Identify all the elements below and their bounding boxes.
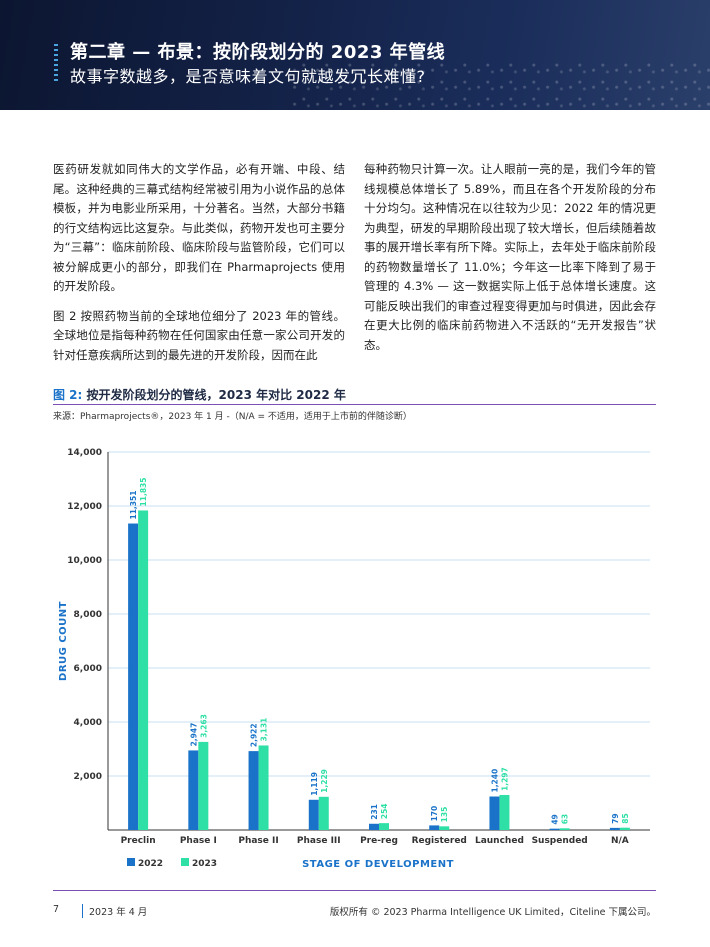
page-number: 7 bbox=[53, 904, 60, 915]
x-axis-label: STAGE OF DEVELOPMENT bbox=[302, 859, 454, 870]
left-column: 医药研发就如同伟大的文学作品，必有开端、中段、结尾。这种经典的三幕式结构经常被引… bbox=[53, 160, 345, 375]
bar-data-label: 254 bbox=[380, 803, 389, 819]
banner-dots bbox=[54, 44, 58, 84]
bar-2022 bbox=[308, 799, 319, 830]
bar-2022 bbox=[609, 827, 620, 830]
bar-data-label: 1,240 bbox=[490, 769, 499, 793]
chapter-subtitle: 故事字数越多，是否意味着文句就越发冗长难懂? bbox=[70, 67, 426, 86]
footer-copyright: 版权所有 © 2023 Pharma Intelligence UK Limit… bbox=[329, 907, 656, 918]
x-tick-label: Registered bbox=[412, 836, 467, 846]
bar-2023 bbox=[619, 827, 630, 830]
bar-data-label: 11,835 bbox=[139, 478, 148, 507]
bar-data-label: 2,947 bbox=[189, 723, 198, 747]
footer-date: 2023 年 4 月 bbox=[82, 904, 147, 918]
figure-divider bbox=[53, 404, 656, 405]
bar-data-label: 63 bbox=[561, 814, 570, 824]
bar-2022 bbox=[188, 750, 199, 830]
bar-data-label: 170 bbox=[430, 806, 439, 822]
bar-data-label: 1,119 bbox=[310, 772, 319, 796]
bar-data-label: 1,229 bbox=[320, 769, 329, 793]
x-tick-label: N/A bbox=[611, 836, 629, 846]
figure-caption: 按开发阶段划分的管线，2023 年对比 2022 年 bbox=[86, 388, 346, 402]
figure-title: 图 2: 按开发阶段划分的管线，2023 年对比 2022 年 bbox=[53, 386, 346, 403]
y-axis-label: DRUG COUNT bbox=[58, 601, 69, 681]
legend-swatch-2023 bbox=[181, 858, 189, 866]
bar-2022 bbox=[489, 796, 500, 830]
paragraph: 每种药物只计算一次。让人眼前一亮的是，我们今年的管线规模总体增长了 5.89%，… bbox=[364, 162, 656, 352]
x-tick-label: Phase III bbox=[297, 836, 341, 846]
footer-divider bbox=[53, 890, 656, 891]
bar-data-label: 85 bbox=[621, 813, 630, 823]
bar-2022 bbox=[429, 825, 440, 830]
y-tick-label: 4,000 bbox=[74, 718, 102, 728]
paragraph: 图 2 按照药物当前的全球地位细分了 2023 年的管线。全球地位是指每种药物在… bbox=[53, 308, 345, 362]
bar-2023 bbox=[379, 823, 389, 830]
y-tick-label: 10,000 bbox=[67, 556, 102, 566]
bar-2023 bbox=[198, 741, 209, 830]
x-tick-label: Phase II bbox=[238, 836, 278, 846]
y-tick-label: 2,000 bbox=[74, 772, 102, 782]
bar-2022 bbox=[549, 828, 560, 830]
x-tick-label: Phase I bbox=[180, 836, 217, 846]
legend-label-2023: 2023 bbox=[192, 859, 217, 869]
bar-2023 bbox=[318, 796, 329, 830]
figure-source: 来源：Pharmaprojects®，2023 年 1 月 -（N/A = 不适… bbox=[53, 412, 412, 422]
x-tick-label: Suspended bbox=[532, 836, 588, 846]
bar-2022 bbox=[128, 523, 139, 830]
chapter-title: 第二章 — 布景：按阶段划分的 2023 年管线 bbox=[70, 42, 446, 63]
bar-data-label: 11,351 bbox=[129, 491, 138, 520]
legend-swatch-2022 bbox=[127, 858, 135, 866]
chapter-banner: 第二章 — 布景：按阶段划分的 2023 年管线 故事字数越多，是否意味着文句就… bbox=[0, 0, 710, 110]
banner-decoration bbox=[290, 60, 710, 110]
y-tick-label: 12,000 bbox=[67, 502, 102, 512]
y-tick-label: 6,000 bbox=[74, 664, 102, 674]
x-tick-label: Pre-reg bbox=[360, 836, 398, 846]
bar-2022 bbox=[369, 823, 379, 830]
bar-data-label: 2,922 bbox=[250, 723, 259, 747]
paragraph: 医药研发就如同伟大的文学作品，必有开端、中段、结尾。这种经典的三幕式结构经常被引… bbox=[53, 162, 345, 293]
x-tick-label: Launched bbox=[475, 836, 524, 846]
bar-data-label: 231 bbox=[370, 804, 379, 820]
bar-data-label: 3,131 bbox=[260, 718, 269, 742]
bar-data-label: 3,263 bbox=[199, 714, 208, 738]
bar-data-label: 79 bbox=[611, 813, 620, 823]
bar-data-label: 135 bbox=[440, 807, 449, 823]
bar-2023 bbox=[559, 828, 570, 830]
right-column: 每种药物只计算一次。让人眼前一亮的是，我们今年的管线规模总体增长了 5.89%，… bbox=[364, 160, 656, 365]
bar-2023 bbox=[499, 794, 510, 830]
bar-2023 bbox=[439, 826, 450, 830]
bar-2023 bbox=[258, 745, 269, 830]
y-tick-label: 14,000 bbox=[67, 448, 102, 458]
bar-data-label: 1,297 bbox=[500, 767, 509, 791]
bar-chart: 2,000 4,000 6,000 8,000 10,000 12,000 14,000 DR… bbox=[58, 448, 650, 870]
y-tick-label: 8,000 bbox=[74, 610, 102, 620]
bar-data-label: 49 bbox=[551, 814, 560, 824]
x-tick-label: Preclin bbox=[121, 836, 156, 846]
legend-label-2022: 2022 bbox=[138, 859, 163, 869]
bar-2022 bbox=[248, 751, 259, 830]
figure-number: 图 2: bbox=[53, 388, 83, 402]
bar-2023 bbox=[138, 510, 149, 830]
